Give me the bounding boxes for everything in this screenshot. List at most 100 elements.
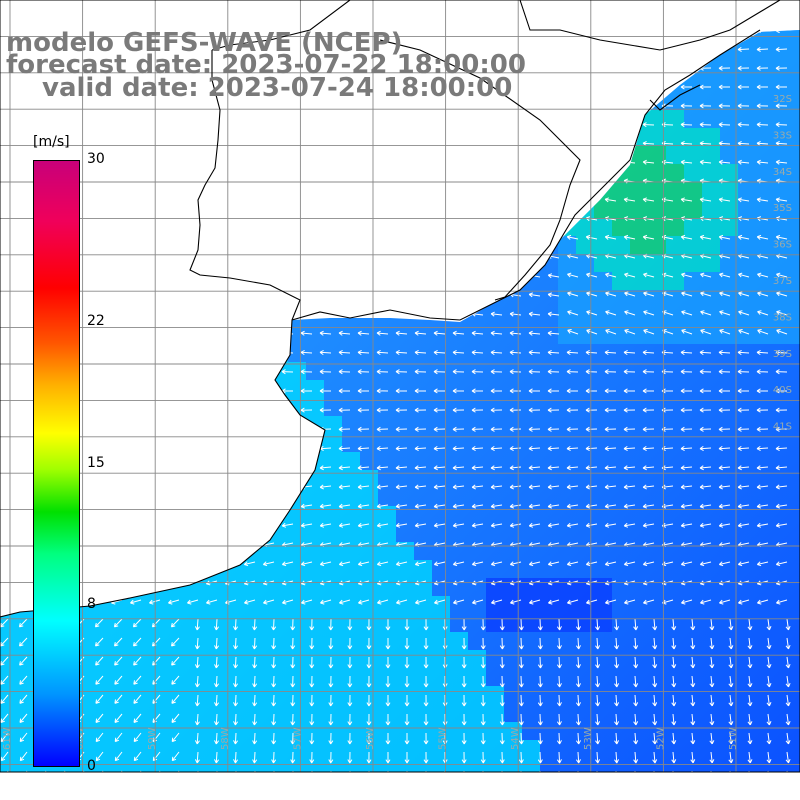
wind-arrow (652, 637, 658, 650)
wind-arrow (114, 637, 123, 647)
wind-arrow (338, 465, 351, 471)
wind-arrow (738, 329, 750, 335)
wind-arrow (548, 196, 560, 202)
wind-arrow (471, 273, 484, 279)
wind-arrow (91, 561, 104, 567)
wind-arrow (171, 675, 180, 685)
wind-arrow (604, 503, 617, 509)
wind-arrow (338, 426, 351, 432)
wind-arrow (233, 618, 239, 631)
wind-arrow (567, 291, 579, 297)
wind-arrow (642, 140, 655, 146)
wind-arrow (214, 694, 220, 707)
wind-arrow (566, 522, 579, 528)
wind-arrow (510, 138, 522, 145)
wind-arrow (281, 522, 294, 528)
wind-arrow (309, 637, 315, 650)
wind-arrow (194, 713, 200, 726)
wind-arrow (718, 561, 731, 567)
wind-arrow (404, 657, 410, 669)
wind-arrow (490, 465, 503, 471)
wind-arrow (0, 694, 9, 704)
wind-arrow (595, 732, 601, 745)
wind-arrow (91, 349, 104, 356)
wind-arrow (471, 484, 484, 490)
wind-arrow (167, 484, 180, 490)
wind-arrow (194, 637, 200, 650)
wind-arrow (480, 694, 486, 707)
wind-arrow (395, 292, 408, 298)
wind-arrow (556, 637, 562, 650)
wind-arrow (91, 369, 104, 375)
wind-arrow (528, 484, 541, 490)
wind-arrow (357, 330, 370, 336)
wind-arrow (290, 656, 296, 669)
wind-arrow (604, 349, 617, 356)
wind-arrow (480, 618, 486, 631)
wind-arrow (16, 119, 28, 126)
wind-arrow (110, 484, 123, 490)
wind-arrow (225, 196, 237, 202)
wind-arrow (319, 273, 332, 279)
wind-arrow (585, 84, 597, 90)
wind-arrow (263, 119, 275, 126)
wind-arrow (709, 713, 715, 726)
wind-arrow (129, 561, 142, 567)
wind-arrow (385, 714, 391, 726)
wind-arrow (480, 656, 486, 669)
wind-arrow (699, 407, 712, 413)
wind-arrow (271, 637, 277, 650)
wind-arrow (718, 484, 731, 490)
wind-arrow (491, 158, 503, 164)
wind-arrow (529, 100, 541, 107)
wind-arrow (452, 311, 465, 317)
wind-arrow (471, 561, 484, 567)
wind-arrow (623, 445, 636, 452)
wind-arrow (395, 330, 408, 336)
wind-arrow (510, 43, 522, 50)
wind-arrow (319, 369, 332, 375)
wind-arrow (699, 140, 712, 146)
wind-arrow (461, 770, 467, 772)
wind-arrow (510, 30, 522, 31)
wind-arrow (91, 445, 104, 452)
wind-arrow (586, 310, 598, 316)
wind-arrow (509, 349, 522, 356)
wind-arrow (690, 656, 696, 669)
wind-arrow (347, 713, 353, 726)
wind-arrow (385, 619, 391, 631)
wind-arrow (785, 713, 791, 726)
wind-arrow (547, 349, 560, 356)
wind-arrow (385, 771, 391, 772)
wind-arrow (756, 197, 769, 203)
wind-arrow (719, 329, 731, 335)
wind-arrow (358, 119, 370, 126)
wind-arrow (91, 503, 104, 509)
wind-arrow (633, 656, 639, 669)
wind-arrow (357, 407, 370, 413)
wind-arrow (339, 177, 351, 183)
wind-arrow (728, 713, 734, 726)
wind-arrow (281, 311, 294, 317)
wind-arrow (586, 291, 598, 297)
wind-arrow (566, 445, 579, 452)
wind-arrow (585, 349, 598, 356)
wind-arrow (252, 732, 258, 745)
wind-arrow (0, 234, 9, 240)
wind-arrow (547, 561, 560, 567)
wind-arrow (757, 272, 769, 278)
wind-arrow (499, 751, 505, 764)
wind-arrow (423, 770, 429, 772)
wind-arrow (357, 503, 370, 509)
wind-arrow (595, 770, 601, 772)
wind-arrow (509, 522, 522, 528)
wind-arrow (385, 676, 391, 688)
wind-arrow (423, 618, 429, 631)
wind-arrow (129, 407, 142, 413)
wind-arrow (699, 388, 712, 394)
wind-arrow (414, 388, 427, 394)
wind-arrow (718, 426, 731, 432)
wind-arrow (719, 599, 731, 605)
wind-arrow (775, 349, 788, 356)
wind-arrow (595, 713, 601, 726)
